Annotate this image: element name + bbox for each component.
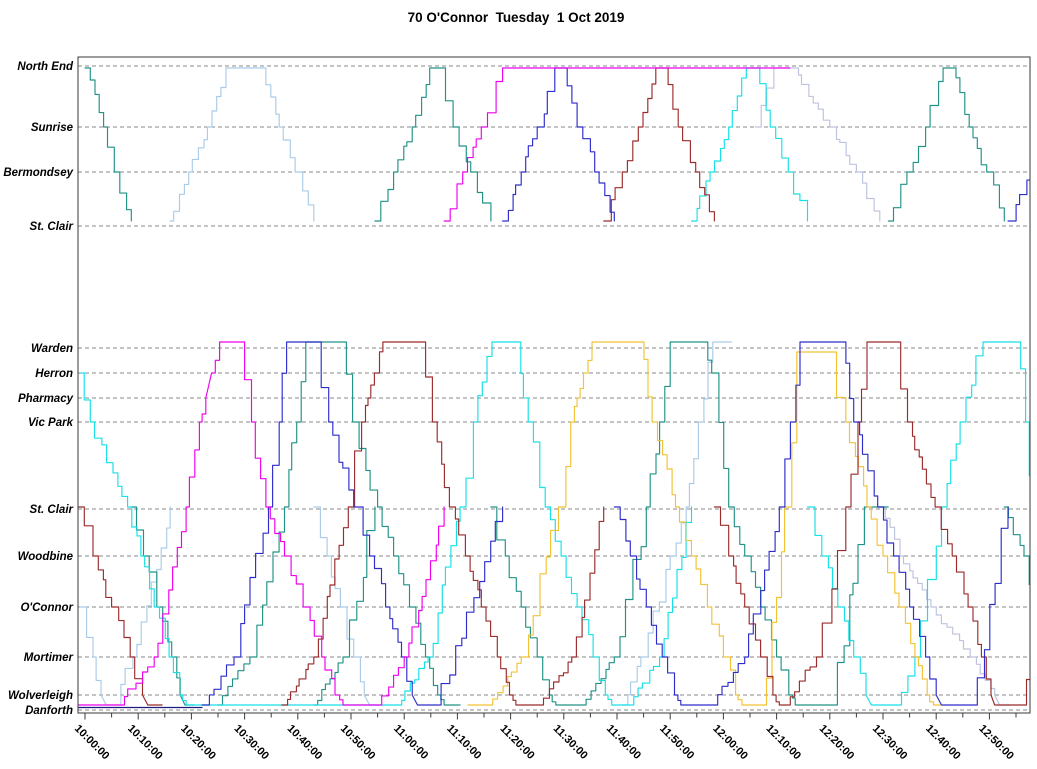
trip-lines bbox=[78, 67, 1030, 709]
station-label-ph: Pharmacy bbox=[18, 393, 74, 405]
station-label-su: Sunrise bbox=[31, 122, 74, 134]
trip-lightblue-run-2 bbox=[621, 341, 732, 706]
station-label-scu: St. Clair bbox=[30, 221, 74, 233]
trip-blue-run bbox=[502, 67, 615, 222]
trip-blue-run bbox=[201, 341, 504, 706]
x-tick-label: 12:10:00 bbox=[763, 723, 803, 763]
station-label-wo: Woodbine bbox=[18, 551, 74, 563]
trip-cyan-run bbox=[690, 67, 809, 222]
x-tick-label: 11:40:00 bbox=[604, 723, 643, 762]
trip-lightblue-run-1 bbox=[313, 506, 380, 706]
station-label-wv: Wolverleigh bbox=[8, 690, 73, 702]
chart-title: 70 O'Connor Tuesday 1 Oct 2019 bbox=[407, 10, 625, 25]
trip-teal-run-2 bbox=[217, 341, 461, 706]
x-tick-label: 12:40:00 bbox=[923, 723, 963, 763]
station-label-oc: O'Connor bbox=[20, 602, 73, 614]
trip-darkred-run-2 bbox=[281, 341, 605, 706]
station-label-da: Danforth bbox=[25, 705, 73, 717]
trip-darkred-run-2 bbox=[603, 67, 715, 222]
trip-gold-run bbox=[467, 341, 943, 706]
x-axis: 10:00:00 10:10:00 10:20:00 10:30:00 10:40:00… bbox=[72, 713, 1017, 763]
trip-blue-run bbox=[613, 341, 1009, 706]
x-tick-label: 11:30:00 bbox=[551, 723, 590, 762]
trip-teal-run-3 bbox=[490, 341, 889, 706]
trip-magenta-run bbox=[443, 67, 791, 222]
x-tick-label: 10:20:00 bbox=[178, 723, 218, 763]
trip-cyan-run bbox=[806, 341, 1030, 706]
trip-darkred-run-1 bbox=[78, 506, 163, 706]
x-tick-label: 12:00:00 bbox=[710, 723, 750, 763]
x-tick-label: 10:30:00 bbox=[231, 723, 271, 763]
x-tick-label: 11:00:00 bbox=[391, 723, 430, 762]
trip-lavender-run bbox=[754, 67, 881, 222]
trip-teal-run-3 bbox=[374, 67, 492, 222]
trip-magenta-run bbox=[78, 341, 445, 706]
trip-lavender-run bbox=[879, 506, 1012, 706]
trip-teal-run-3 bbox=[313, 506, 376, 706]
station-label-vp: Vic Park bbox=[28, 417, 74, 429]
x-tick-label: 12:20:00 bbox=[817, 723, 857, 763]
x-tick-label: 11:10:00 bbox=[444, 723, 483, 762]
trip-teal-run-1 bbox=[84, 67, 132, 222]
gridlines bbox=[78, 65, 1030, 711]
trip-teal-run-3 bbox=[887, 67, 1005, 222]
trip-darkred-run-2 bbox=[713, 341, 1030, 706]
trip-lightblue-run-1 bbox=[169, 67, 315, 222]
station-label-sc: St. Clair bbox=[30, 504, 74, 516]
station-label-mo: Mortimer bbox=[24, 652, 74, 664]
trip-cyan-run bbox=[80, 341, 693, 706]
station-label-he: Herron bbox=[35, 368, 73, 380]
x-tick-label: 12:50:00 bbox=[976, 723, 1016, 763]
x-tick-label: 10:10:00 bbox=[125, 723, 165, 763]
station-label-ne: North End bbox=[17, 61, 74, 73]
x-tick-label: 12:30:00 bbox=[870, 723, 910, 763]
trip-blue-run bbox=[1007, 179, 1030, 222]
plot-border bbox=[77, 56, 1031, 714]
x-tick-label: 10:40:00 bbox=[285, 723, 325, 763]
station-label-wa: Warden bbox=[31, 343, 73, 355]
x-tick-label: 11:50:00 bbox=[657, 723, 696, 762]
y-axis-station-labels: North End Sunrise Bermondsey St. Clair Warde… bbox=[3, 61, 74, 717]
x-tick-label: 10:50:00 bbox=[338, 723, 378, 763]
station-label-be: Bermondsey bbox=[3, 167, 73, 179]
x-tick-label: 11:20:00 bbox=[497, 723, 536, 762]
x-tick-label: 10:00:00 bbox=[72, 723, 112, 763]
